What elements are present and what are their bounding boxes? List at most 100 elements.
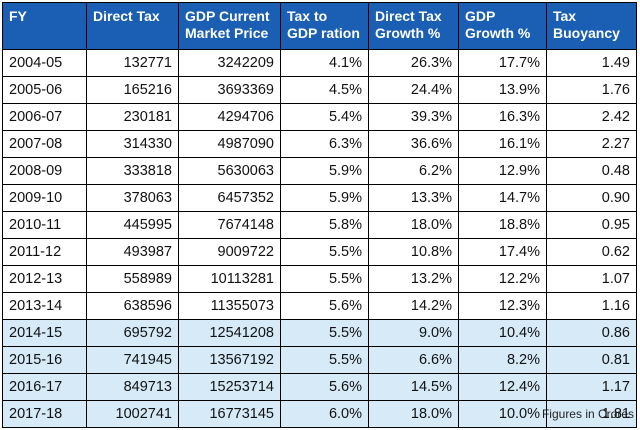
column-header-line: Market Price [185, 25, 269, 41]
table-row: 2007-08 314330 4987090 6.3% 36.6% 16.1% 2.27 [2, 130, 637, 158]
gdp-cell: 9009722 [178, 238, 281, 266]
table-body: 2004-05 132771 3242209 4.1% 26.3% 17.7% 1.49 20… [2, 49, 637, 428]
tax-gdp-ratio-cell: 6.0% [280, 400, 369, 428]
gdp-growth-cell: 12.4% [458, 373, 547, 401]
gdp-cell: 7674148 [178, 211, 281, 239]
direct-tax-cell: 445995 [86, 211, 179, 239]
tax-gdp-ratio-cell: 5.8% [280, 211, 369, 239]
direct-tax-growth-cell: 14.5% [368, 373, 459, 401]
direct-tax-cell: 558989 [86, 265, 179, 293]
direct-tax-growth-cell: 10.8% [368, 238, 459, 266]
column-header-line: GDP ration [287, 25, 360, 41]
column-header-fy: FY [2, 2, 87, 50]
table-row: 2009-10 378063 6457352 5.9% 13.3% 14.7% 0.90 [2, 184, 637, 212]
header-row: FY Direct Tax GDP Current Market Price Tax t… [2, 2, 637, 50]
direct-tax-cell: 132771 [86, 49, 179, 77]
column-header-line: Direct Tax [375, 8, 442, 24]
direct-tax-growth-cell: 6.2% [368, 157, 459, 185]
direct-tax-cell: 230181 [86, 103, 179, 131]
gdp-growth-cell: 17.4% [458, 238, 547, 266]
fy-cell: 2004-05 [2, 49, 87, 77]
direct-tax-growth-cell: 6.6% [368, 346, 459, 374]
gdp-growth-cell: 10.0% [458, 400, 547, 428]
direct-tax-growth-cell: 39.3% [368, 103, 459, 131]
tax-buoyancy-cell: 1.49 [546, 49, 637, 77]
fy-cell: 2013-14 [2, 292, 87, 320]
tax-gdp-ratio-cell: 5.9% [280, 157, 369, 185]
column-header-line: GDP Current [185, 8, 270, 24]
table-row: 2014-15 695792 12541208 5.5% 9.0% 10.4% 0.86 [2, 319, 637, 347]
table-row: 2004-05 132771 3242209 4.1% 26.3% 17.7% 1.49 [2, 49, 637, 77]
direct-tax-growth-cell: 36.6% [368, 130, 459, 158]
gdp-cell: 6457352 [178, 184, 281, 212]
table-row: 2015-16 741945 13567192 5.5% 6.6% 8.2% 0.81 [2, 346, 637, 374]
gdp-cell: 3242209 [178, 49, 281, 77]
tax-buoyancy-cell: 2.27 [546, 130, 637, 158]
direct-tax-cell: 695792 [86, 319, 179, 347]
fy-cell: 2011-12 [2, 238, 87, 266]
tax-gdp-ratio-cell: 4.5% [280, 76, 369, 104]
tax-buoyancy-cell: 2.42 [546, 103, 637, 131]
gdp-growth-cell: 17.7% [458, 49, 547, 77]
table-row: 2010-11 445995 7674148 5.8% 18.0% 18.8% 0.95 [2, 211, 637, 239]
direct-tax-cell: 638596 [86, 292, 179, 320]
gdp-growth-cell: 16.3% [458, 103, 547, 131]
gdp-cell: 16773145 [178, 400, 281, 428]
column-header-line: FY [9, 8, 27, 24]
gdp-growth-cell: 12.9% [458, 157, 547, 185]
table-row: 2016-17 849713 15253714 5.6% 14.5% 12.4% 1.17 [2, 373, 637, 401]
fy-cell: 2007-08 [2, 130, 87, 158]
fy-cell: 2010-11 [2, 211, 87, 239]
column-header-gdp-current-market-price: GDP Current Market Price [178, 2, 281, 50]
direct-tax-growth-cell: 18.0% [368, 211, 459, 239]
footnote: Figures in Crores [541, 407, 634, 421]
column-header-line: GDP [465, 8, 496, 24]
column-header-line: Tax [553, 8, 577, 24]
gdp-growth-cell: 18.8% [458, 211, 547, 239]
tax-gdp-ratio-cell: 5.6% [280, 292, 369, 320]
fy-cell: 2006-07 [2, 103, 87, 131]
column-header-direct-tax-growth: Direct Tax Growth % [368, 2, 459, 50]
fy-cell: 2009-10 [2, 184, 87, 212]
tax-buoyancy-cell: 0.81 [546, 346, 637, 374]
fy-cell: 2008-09 [2, 157, 87, 185]
fy-cell: 2016-17 [2, 373, 87, 401]
tax-gdp-ratio-cell: 5.5% [280, 265, 369, 293]
column-header-line: Direct Tax [93, 8, 160, 24]
fy-cell: 2005-06 [2, 76, 87, 104]
table-row: 2006-07 230181 4294706 5.4% 39.3% 16.3% 2.42 [2, 103, 637, 131]
tax-gdp-ratio-cell: 6.3% [280, 130, 369, 158]
direct-tax-growth-cell: 13.3% [368, 184, 459, 212]
tax-gdp-ratio-cell: 5.4% [280, 103, 369, 131]
table-row: 2013-14 638596 11355073 5.6% 14.2% 12.3% 1.16 [2, 292, 637, 320]
direct-tax-cell: 493987 [86, 238, 179, 266]
column-header-line: Buoyancy [553, 25, 620, 41]
table-row: 2011-12 493987 9009722 5.5% 10.8% 17.4% 0.62 [2, 238, 637, 266]
gdp-cell: 11355073 [178, 292, 281, 320]
gdp-growth-cell: 12.2% [458, 265, 547, 293]
tax-buoyancy-cell: 0.86 [546, 319, 637, 347]
direct-tax-growth-cell: 13.2% [368, 265, 459, 293]
tax-gdp-ratio-cell: 5.5% [280, 238, 369, 266]
fy-cell: 2015-16 [2, 346, 87, 374]
tax-buoyancy-cell: 0.90 [546, 184, 637, 212]
gdp-growth-cell: 13.9% [458, 76, 547, 104]
column-header-gdp-growth: GDP Growth % [458, 2, 547, 50]
tax-buoyancy-cell: 1.17 [546, 373, 637, 401]
gdp-growth-cell: 16.1% [458, 130, 547, 158]
tax-buoyancy-cell: 1.76 [546, 76, 637, 104]
tax-buoyancy-cell: 1.81 [546, 400, 637, 428]
table-row: 2008-09 333818 5630063 5.9% 6.2% 12.9% 0.48 [2, 157, 637, 185]
gdp-cell: 12541208 [178, 319, 281, 347]
tax-buoyancy-cell: 1.07 [546, 265, 637, 293]
fy-cell: 2012-13 [2, 265, 87, 293]
gdp-cell: 4294706 [178, 103, 281, 131]
gdp-cell: 5630063 [178, 157, 281, 185]
gdp-cell: 3693369 [178, 76, 281, 104]
direct-tax-cell: 849713 [86, 373, 179, 401]
tax-buoyancy-cell: 0.48 [546, 157, 637, 185]
column-header-tax-buoyancy: Tax Buoyancy [546, 2, 637, 50]
gdp-growth-cell: 8.2% [458, 346, 547, 374]
